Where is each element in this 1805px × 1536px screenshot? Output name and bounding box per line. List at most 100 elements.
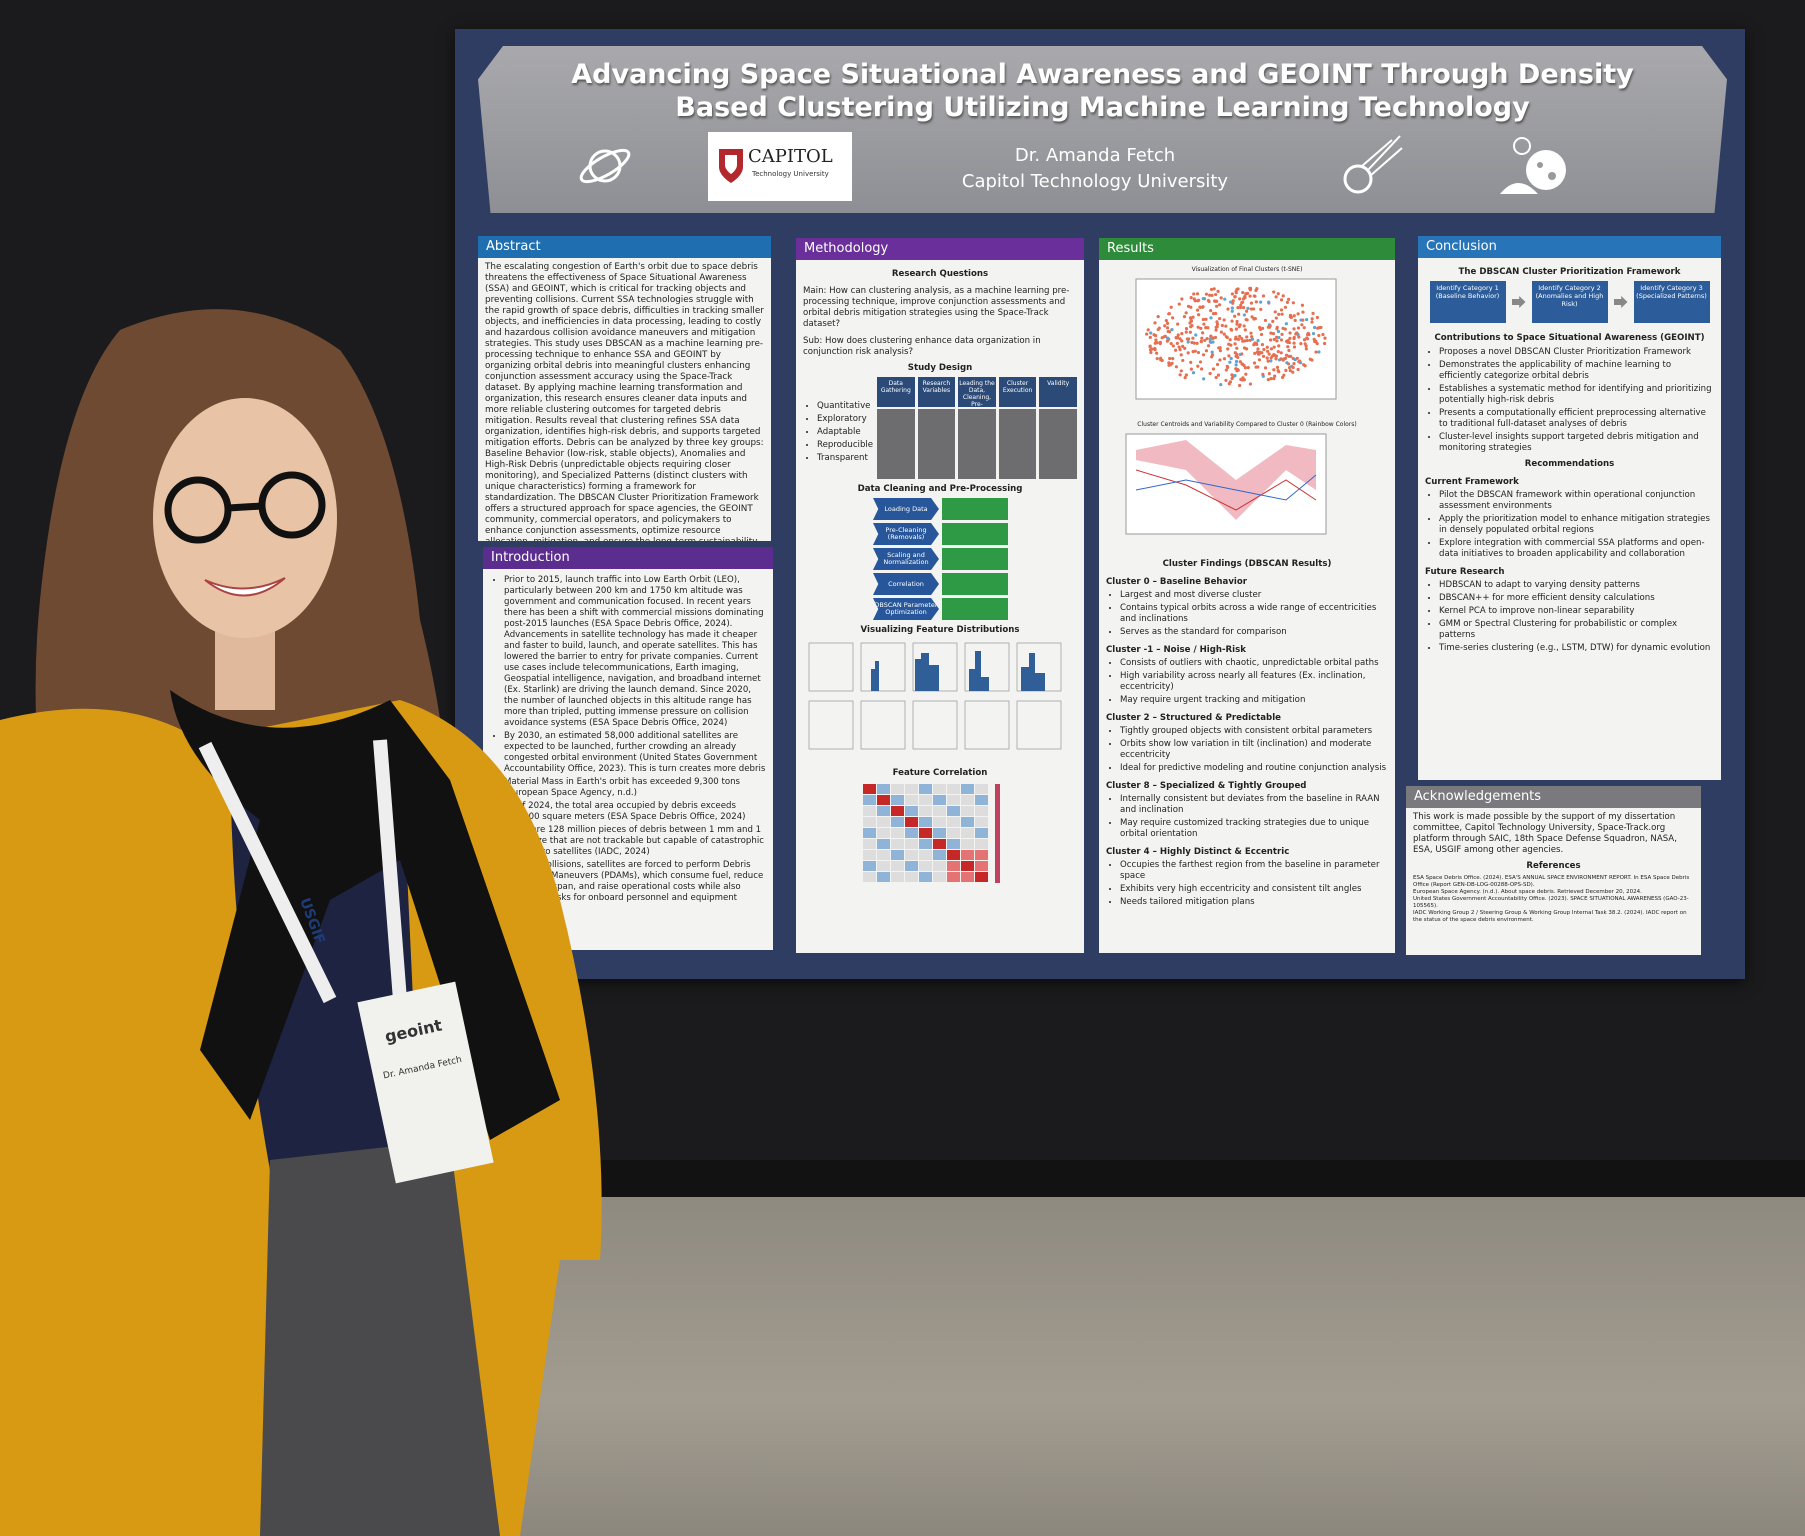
decoration — [1228, 338, 1232, 342]
decoration — [1310, 358, 1314, 362]
decoration — [1269, 359, 1273, 363]
decoration — [1201, 305, 1205, 309]
decoration — [1233, 314, 1237, 318]
decoration — [1293, 318, 1297, 322]
decoration — [947, 817, 960, 827]
decoration — [1174, 348, 1178, 352]
sub-question: Sub: How does clustering enhance data or… — [803, 336, 1041, 357]
decoration — [1295, 331, 1299, 335]
decoration — [1235, 319, 1239, 324]
decoration — [1301, 310, 1305, 314]
decoration — [877, 861, 890, 871]
decoration — [961, 828, 974, 838]
decoration — [947, 861, 960, 871]
decoration — [933, 784, 946, 794]
decoration — [1246, 366, 1250, 370]
decoration — [1210, 350, 1214, 354]
list-item: By 2030, an estimated 58,000 additional … — [504, 731, 766, 775]
decoration — [947, 850, 960, 860]
decoration — [1244, 372, 1248, 376]
decoration — [947, 806, 960, 816]
decoration — [995, 784, 1000, 883]
decoration — [1246, 306, 1250, 310]
decoration — [1238, 383, 1242, 388]
decoration — [1192, 297, 1196, 301]
decoration — [1188, 330, 1192, 334]
decoration — [1201, 353, 1206, 357]
decoration — [1191, 371, 1196, 375]
decoration — [1245, 318, 1249, 322]
decoration — [1306, 331, 1310, 335]
section-heading: Results — [1099, 238, 1395, 260]
decoration — [1191, 349, 1195, 354]
subheading: Cluster Findings (DBSCAN Results) — [1162, 559, 1332, 569]
decoration — [1230, 376, 1234, 381]
reference: ESA Space Debris Office. (2024). ESA'S A… — [1413, 875, 1690, 888]
decoration — [1276, 292, 1280, 296]
decoration — [1276, 349, 1280, 354]
decoration — [1171, 316, 1175, 320]
decoration — [1323, 336, 1327, 340]
decoration — [1277, 335, 1281, 340]
decoration — [1233, 294, 1237, 299]
decoration — [919, 795, 932, 805]
reference: European Space Agency. (n.d.). About spa… — [1413, 889, 1642, 895]
decoration — [1195, 308, 1200, 312]
decoration — [1302, 338, 1307, 342]
decoration — [905, 839, 918, 849]
decoration — [1163, 324, 1167, 328]
decoration — [1233, 342, 1237, 346]
decoration — [1198, 305, 1203, 309]
decoration — [1288, 336, 1292, 340]
subheading: Study Design — [907, 363, 973, 373]
decoration — [1165, 321, 1170, 325]
decoration — [1211, 367, 1216, 371]
decoration — [1166, 336, 1170, 340]
decoration — [1260, 351, 1264, 355]
decoration — [1281, 294, 1285, 298]
reference: IADC Working Group 2 / Steering Group & … — [1413, 910, 1687, 923]
decoration — [1214, 311, 1218, 316]
framework-diagram: Identify Category 1 (Baseline Behavior) I… — [1425, 281, 1714, 323]
decoration — [1271, 332, 1276, 336]
decoration — [1304, 347, 1308, 351]
decoration — [1189, 305, 1193, 309]
list-item: Reproducible — [817, 440, 873, 451]
decoration — [1215, 362, 1220, 367]
list-item: Tightly grouped objects with consistent … — [1120, 726, 1388, 737]
decoration — [1166, 329, 1170, 334]
decoration — [1170, 361, 1174, 365]
decoration — [1252, 294, 1256, 298]
decoration — [1241, 290, 1245, 295]
list-item: Ideal for predictive modeling and routin… — [1120, 763, 1388, 774]
decoration — [1243, 366, 1248, 370]
planet-icon — [579, 148, 631, 184]
decoration — [961, 784, 974, 794]
decoration — [1274, 354, 1279, 358]
decoration — [1201, 331, 1205, 335]
decoration — [1217, 346, 1221, 350]
decoration — [1181, 344, 1185, 348]
decoration — [1281, 358, 1285, 362]
tsne-plot — [1135, 278, 1337, 400]
plot-title: Visualization of Final Clusters (t-SNE) — [1191, 266, 1303, 273]
table-header-cell: Cluster Execution — [998, 377, 1037, 407]
decoration — [1289, 315, 1293, 319]
decoration — [1297, 335, 1301, 339]
decoration — [1302, 326, 1306, 330]
decoration — [1242, 378, 1246, 382]
decoration — [1219, 296, 1223, 300]
decoration — [1263, 366, 1268, 370]
decoration — [877, 850, 890, 860]
decoration — [975, 839, 988, 849]
decoration — [1250, 315, 1254, 319]
decoration — [1204, 292, 1209, 296]
decoration — [863, 784, 876, 794]
decoration — [1167, 312, 1171, 316]
section-heading: Acknowledgements — [1406, 786, 1701, 808]
decoration — [1304, 318, 1309, 322]
decoration — [1153, 321, 1157, 325]
decoration — [1165, 326, 1170, 330]
decoration — [1149, 350, 1153, 355]
decoration — [1275, 365, 1280, 369]
